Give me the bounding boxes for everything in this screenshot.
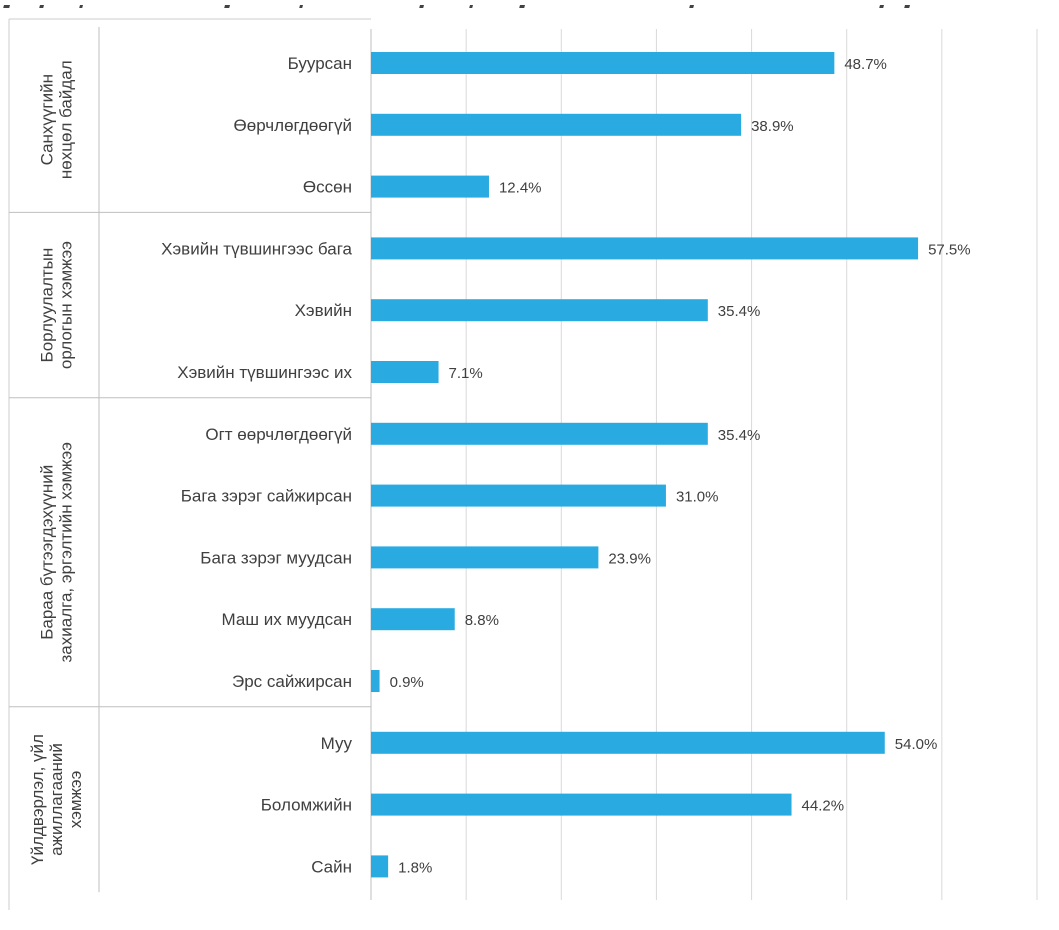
category-label: Огт өөрчлөгдөөгүй	[205, 425, 352, 444]
group-label-line: хэмжээ	[66, 771, 85, 829]
bar	[371, 484, 666, 507]
category-label: Сайн	[311, 857, 352, 876]
value-label: 7.1%	[449, 365, 483, 382]
group-label-line: нөхцөл байдал	[57, 60, 76, 179]
value-label: 48.7%	[844, 56, 887, 73]
value-label: 44.2%	[802, 798, 845, 815]
value-label: 23.9%	[608, 550, 651, 567]
value-label: 1.8%	[398, 859, 432, 876]
group-label-line: захиалга, эргэлтийн хэмжээ	[57, 442, 76, 662]
category-label: Бага зэрэг сайжирсан	[181, 487, 352, 506]
value-label: 12.4%	[499, 180, 542, 197]
group-label: Санхүүгийннөхцөл байдал	[38, 60, 76, 179]
category-label: Боломжийн	[261, 796, 352, 815]
category-label: Эрс сайжирсан	[232, 672, 352, 691]
group-label: Үйлдвэрлэл, үйлажиллагаанийхэмжээ	[28, 734, 85, 865]
group-label-line: Үйлдвэрлэл, үйл	[28, 734, 47, 865]
category-label: Өөрчлөгдөөгүй	[234, 116, 352, 135]
category-label: Өссөн	[303, 178, 352, 197]
category-label: Бага зэрэг муудсан	[200, 548, 352, 567]
value-label: 38.9%	[751, 118, 794, 135]
value-label: 35.4%	[718, 427, 761, 444]
bar	[371, 422, 708, 445]
value-label: 57.5%	[928, 241, 971, 258]
category-label: Маш их муудсан	[222, 610, 352, 629]
group-label: Бараа бүтээгдэхүүнийзахиалга, эргэлтийн …	[38, 442, 76, 662]
bar	[371, 175, 489, 198]
bar	[371, 361, 439, 383]
group-label-line: Санхүүгийн	[38, 74, 57, 165]
group-label-line: Борлуулалтын	[38, 248, 57, 363]
bar	[371, 237, 919, 260]
bar	[371, 855, 389, 878]
bar	[371, 670, 380, 692]
bar	[371, 731, 885, 754]
value-label: 54.0%	[895, 736, 938, 753]
bar	[371, 113, 742, 136]
group-label-line: орлогын хэмжээ	[57, 241, 76, 369]
cropped-caption-strokes	[3, 5, 910, 8]
cropped-caption-fragment	[0, 0, 1059, 8]
bar	[371, 52, 835, 74]
category-label: Хэвийн	[295, 301, 352, 320]
bar	[371, 299, 708, 322]
value-label: 0.9%	[390, 674, 424, 691]
value-label: 35.4%	[718, 303, 761, 320]
group-label-line: Бараа бүтээгдэхүүний	[38, 465, 57, 640]
bar	[371, 546, 599, 569]
value-label: 8.8%	[465, 612, 499, 629]
value-label: 31.0%	[676, 489, 719, 506]
category-label: Хэвийн түвшингээс их	[177, 363, 352, 382]
category-label: Муу	[321, 734, 353, 753]
group-label: Борлуулалтынорлогын хэмжээ	[38, 241, 76, 369]
bar	[371, 608, 455, 631]
group-label-line: ажиллагааний	[47, 743, 66, 856]
category-label: Хэвийн түвшингээс бага	[161, 239, 352, 258]
bar	[371, 793, 792, 816]
category-label: Буурсан	[288, 54, 352, 73]
